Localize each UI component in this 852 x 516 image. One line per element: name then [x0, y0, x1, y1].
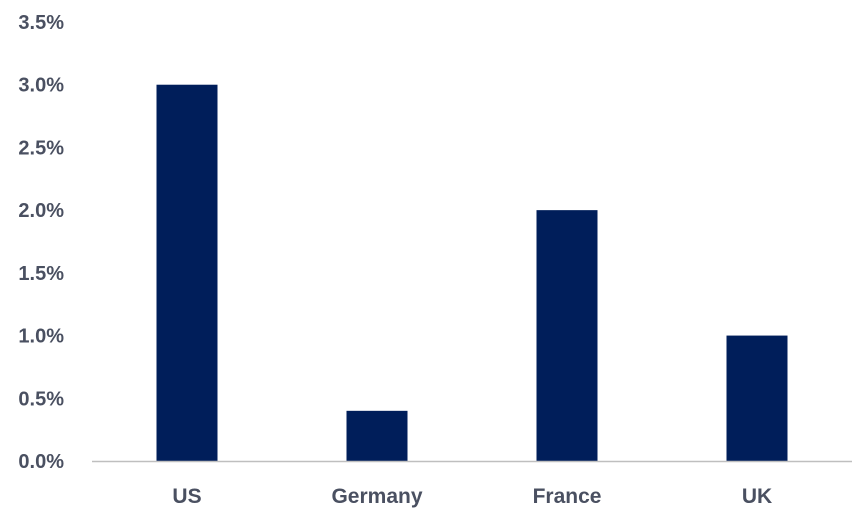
x-tick-label: US [172, 485, 201, 508]
y-tick-label: 0.5% [18, 388, 64, 410]
y-tick-label: 3.0% [18, 75, 64, 97]
bar-france [536, 210, 598, 461]
bar-us [156, 84, 218, 461]
y-tick-label: 1.0% [18, 326, 64, 348]
bar-uk [726, 335, 788, 461]
x-tick-label: Germany [331, 485, 422, 508]
x-tick-label: France [533, 485, 602, 508]
bar-germany [346, 410, 408, 461]
y-tick-label: 1.5% [18, 263, 64, 285]
y-axis: 0.0% 0.5% 1.0% 1.5% 2.0% 2.5% 3.0% 3.5% [18, 12, 64, 473]
x-tick-label: UK [742, 485, 772, 508]
y-tick-label: 0.0% [18, 451, 64, 473]
x-axis: US Germany France UK [172, 485, 772, 508]
y-tick-label: 3.5% [18, 12, 64, 34]
bars-group [156, 84, 788, 461]
y-tick-label: 2.5% [18, 137, 64, 159]
y-tick-label: 2.0% [18, 200, 64, 222]
